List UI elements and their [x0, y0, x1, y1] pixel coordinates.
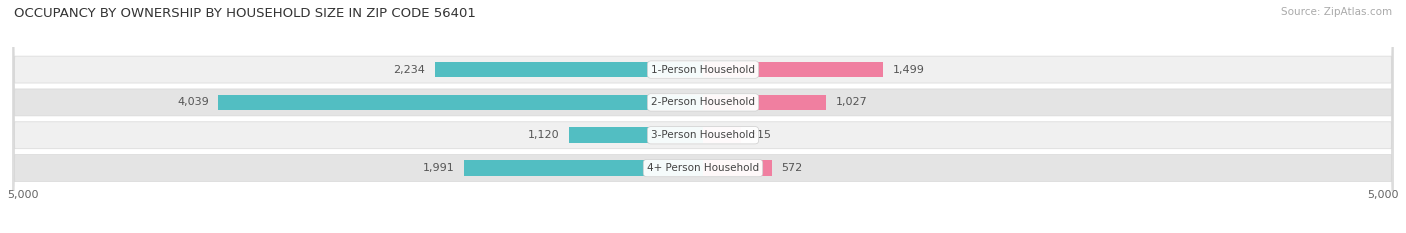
Text: OCCUPANCY BY OWNERSHIP BY HOUSEHOLD SIZE IN ZIP CODE 56401: OCCUPANCY BY OWNERSHIP BY HOUSEHOLD SIZE…: [14, 7, 477, 20]
Text: Source: ZipAtlas.com: Source: ZipAtlas.com: [1281, 7, 1392, 17]
Bar: [434, 62, 703, 77]
Text: 1,027: 1,027: [835, 97, 868, 107]
Text: 1-Person Household: 1-Person Household: [651, 65, 755, 75]
FancyBboxPatch shape: [13, 0, 1393, 233]
Text: 5,000: 5,000: [1368, 190, 1399, 200]
Text: 1,991: 1,991: [423, 163, 454, 173]
Text: 1,120: 1,120: [527, 130, 560, 140]
Bar: [703, 160, 772, 176]
Bar: [568, 127, 703, 143]
Bar: [464, 160, 703, 176]
Bar: [703, 62, 883, 77]
Text: 315: 315: [751, 130, 772, 140]
FancyBboxPatch shape: [13, 0, 1393, 233]
Text: 4+ Person Household: 4+ Person Household: [647, 163, 759, 173]
FancyBboxPatch shape: [13, 0, 1393, 233]
Bar: [703, 95, 827, 110]
Text: 4,039: 4,039: [177, 97, 208, 107]
Text: 1,499: 1,499: [893, 65, 924, 75]
Text: 2,234: 2,234: [394, 65, 426, 75]
Bar: [703, 127, 741, 143]
Text: 3-Person Household: 3-Person Household: [651, 130, 755, 140]
FancyBboxPatch shape: [13, 0, 1393, 233]
Text: 5,000: 5,000: [7, 190, 38, 200]
Text: 2-Person Household: 2-Person Household: [651, 97, 755, 107]
Bar: [218, 95, 703, 110]
Text: 572: 572: [782, 163, 803, 173]
